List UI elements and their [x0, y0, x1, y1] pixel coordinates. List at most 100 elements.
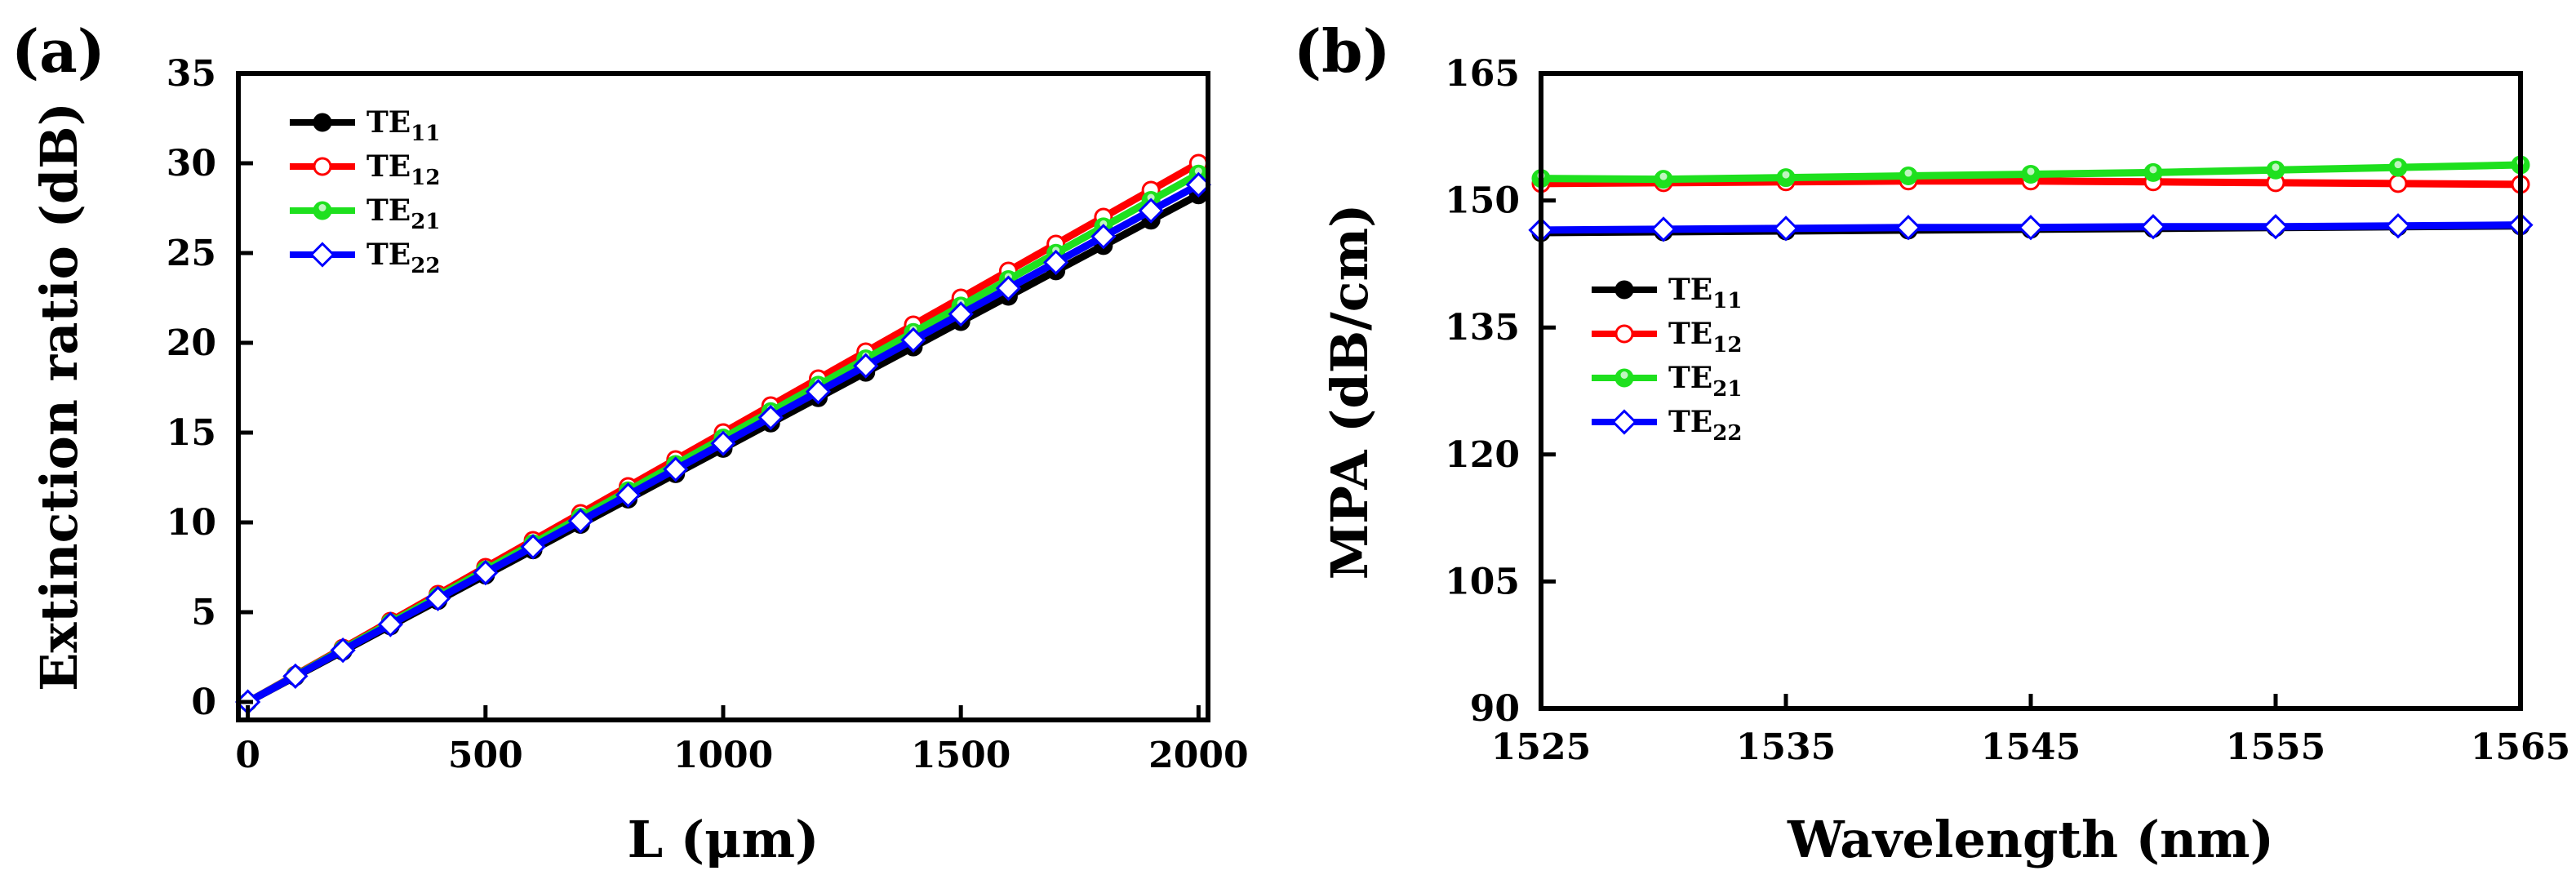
- panel-b-data-point: [2263, 214, 2289, 240]
- panel-b-data-point: [1773, 215, 1799, 242]
- panel-a-data-point: [330, 637, 356, 664]
- panel-b-x-axis-title: Wavelength (nm): [1787, 810, 2274, 869]
- panel-a-data-point: [520, 534, 546, 560]
- legend-label: TE21: [366, 193, 440, 234]
- panel-a-data-point: [615, 482, 642, 509]
- panel-a-data-point: [805, 379, 832, 405]
- panel-a-y-tick-label: 15: [167, 412, 216, 454]
- panel-b-data-point: [2385, 213, 2411, 239]
- panel-a-data-point: [710, 430, 736, 456]
- legend-label-main: TE: [366, 193, 411, 228]
- panel-a-legend-item: TE12: [290, 149, 440, 190]
- panel-a-x-tick-label: 0: [235, 735, 260, 776]
- legend-label-main: TE: [1668, 361, 1712, 395]
- panel-a-data-point: [1138, 198, 1164, 224]
- panel-b-data-point: [2018, 215, 2044, 241]
- panel-b-data-point: [2140, 214, 2166, 240]
- panel-a-legend-item: TE22: [290, 238, 440, 278]
- legend-label-subscript: 21: [1712, 377, 1742, 402]
- legend-label-subscript: 11: [411, 122, 440, 146]
- legend-label-main: TE: [1668, 405, 1712, 439]
- legend-label-subscript: 12: [411, 166, 440, 190]
- panel-a-data-point-highlight: [1194, 167, 1202, 175]
- panel-b-data-point-highlight: [2272, 163, 2280, 171]
- panel-b-x-tick-label: 1555: [2226, 726, 2325, 768]
- panel-a-y-tick-label: 0: [191, 682, 216, 723]
- legend-label-main: TE: [366, 105, 411, 140]
- panel-b-data-point-highlight: [2027, 167, 2035, 175]
- legend-label: TE22: [366, 238, 440, 278]
- panel-a-x-tick-label: 2000: [1148, 735, 1248, 776]
- legend-marker: [313, 113, 332, 132]
- panel-b-data-point-highlight: [1904, 169, 1912, 177]
- legend-label-main: TE: [366, 149, 411, 184]
- panel-b-y-tick-label: 120: [1445, 434, 1520, 476]
- panel-a-data-point-highlight: [1147, 193, 1155, 202]
- panel-b-plot: [1528, 155, 2534, 243]
- panel-b-data-point: [2388, 174, 2408, 193]
- panel-a-legend-item: TE11: [290, 105, 440, 146]
- panel-a-data-point: [377, 611, 403, 637]
- legend-label-subscript: 22: [1712, 421, 1742, 446]
- legend-label-subscript: 22: [411, 254, 440, 278]
- legend-marker: [1611, 409, 1637, 435]
- panel-b-legend-item: TE11: [1592, 273, 1742, 313]
- panel-a-y-tick-label: 5: [191, 592, 216, 633]
- panel-a-x-tick-label: 1500: [911, 735, 1010, 776]
- panel-a-y-tick-label: 35: [167, 53, 216, 95]
- panel-a-data-point: [282, 663, 309, 689]
- legend-marker: [1614, 324, 1634, 344]
- panel-a-ticks: 0 500 1000 1500 2000 0 5 10 15 20 25 30 35: [167, 53, 1249, 776]
- panel-b-data-point: [1895, 215, 1921, 241]
- legend-label-main: TE: [1668, 273, 1712, 307]
- panel-a-x-tick-label: 1000: [673, 735, 773, 776]
- panel-a-legend-item: TE21: [290, 193, 440, 234]
- legend-label-main: TE: [366, 238, 411, 272]
- panel-b-legend-item: TE21: [1592, 361, 1742, 402]
- panel-a-y-tick-label: 10: [167, 502, 216, 544]
- panel-a-y-tick-label: 25: [167, 233, 216, 274]
- panel-b-y-tick-label: 135: [1445, 307, 1520, 349]
- legend-marker: [313, 157, 332, 176]
- legend-label: TE12: [1668, 317, 1742, 358]
- panel-b-series-TE21: [1531, 155, 2530, 189]
- panel-b-x-tick-label: 1565: [2471, 726, 2570, 768]
- panel-a-y-axis-title: Extinction ratio (dB): [29, 102, 89, 691]
- legend-marker-highlight: [318, 204, 326, 211]
- panel-b-data-point-highlight: [1659, 172, 1668, 180]
- legend-label: TE21: [1668, 361, 1742, 402]
- legend-label: TE22: [1668, 405, 1742, 446]
- panel-b-legend-item: TE22: [1592, 405, 1742, 446]
- panel-a-label: (a): [11, 16, 105, 86]
- panel-a-data-point: [995, 275, 1022, 301]
- panel-a-data-point: [473, 559, 499, 586]
- panel-b-x-tick-label: 1525: [1491, 726, 1591, 768]
- legend-label-main: TE: [1668, 317, 1712, 351]
- panel-b-data-point-highlight: [2149, 166, 2157, 174]
- panel-b-data-point: [1650, 216, 1677, 242]
- panel-b-x-tick-label: 1535: [1736, 726, 1836, 768]
- panel-a-data-point: [1043, 249, 1069, 276]
- panel-a-data-point: [1090, 224, 1117, 250]
- legend-label: TE11: [366, 105, 440, 146]
- panel-a-y-tick-label: 20: [167, 322, 216, 364]
- panel-a-x-tick-label: 500: [448, 735, 523, 776]
- legend-label-subscript: 21: [411, 210, 440, 234]
- panel-b-y-tick-label: 150: [1445, 180, 1520, 222]
- panel-a-data-point: [757, 404, 784, 431]
- panel-b-label: (b): [1294, 16, 1390, 86]
- panel-a-x-axis-title: L (μm): [628, 810, 819, 869]
- panel-b-ticks: 1525 1535 1545 1555 1565 90 105 120 135 150 165: [1445, 53, 2570, 768]
- legend-label: TE11: [1668, 273, 1742, 313]
- panel-a-data-point: [948, 301, 974, 327]
- panel-a-data-point: [900, 327, 926, 353]
- panel-b-y-tick-label: 105: [1445, 561, 1520, 602]
- legend-label: TE12: [366, 149, 440, 190]
- legend-marker: [309, 242, 335, 268]
- panel-a-plot: [235, 153, 1211, 715]
- legend-label-subscript: 11: [1712, 289, 1742, 313]
- legend-label-subscript: 12: [1712, 333, 1742, 358]
